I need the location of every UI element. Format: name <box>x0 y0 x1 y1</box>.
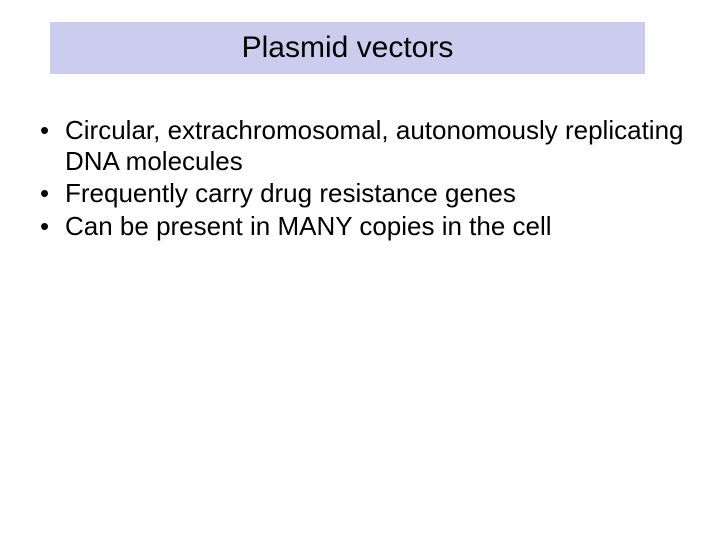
slide: Plasmid vectors Circular, extrachromosom… <box>0 0 720 540</box>
list-item: Circular, extrachromosomal, autonomously… <box>35 115 685 176</box>
title-box: Plasmid vectors <box>50 22 645 74</box>
list-item: Frequently carry drug resistance genes <box>35 178 685 209</box>
slide-title: Plasmid vectors <box>242 31 454 65</box>
list-item: Can be present in MANY copies in the cel… <box>35 211 685 242</box>
body-area: Circular, extrachromosomal, autonomously… <box>35 115 685 244</box>
bullet-list: Circular, extrachromosomal, autonomously… <box>35 115 685 242</box>
